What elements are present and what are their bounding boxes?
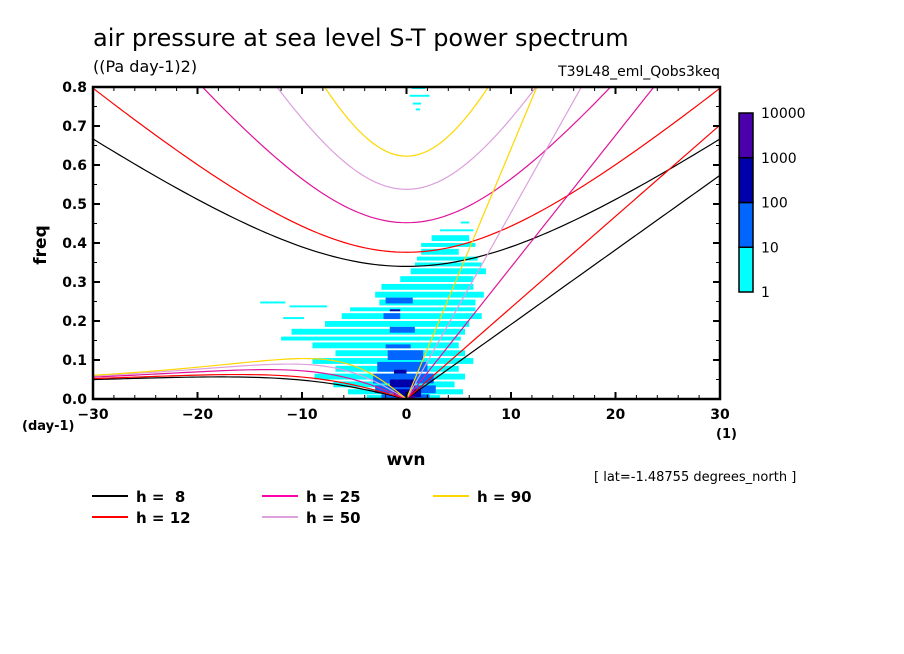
- spectrum-patch: [409, 94, 430, 97]
- chart-units: ((Pa day-1)2): [93, 57, 197, 76]
- ig-curve-h8: [93, 138, 720, 268]
- spectrum-patch: [389, 326, 415, 333]
- dispersion-curves: [93, 87, 720, 399]
- er-curve-h90: [93, 357, 407, 399]
- colorbar-label: 1000: [761, 151, 797, 167]
- colorbar: 1 10 100 1000 10000: [738, 106, 806, 301]
- ig-curve-h12: [93, 87, 720, 253]
- spectrum-patch: [289, 305, 328, 308]
- spectrum-patch: [400, 276, 474, 282]
- spectrum-patch: [281, 336, 461, 341]
- legend-label: h = 8: [136, 488, 185, 506]
- legend-label: h = 50: [306, 509, 361, 527]
- y-axis-units: (day-1): [22, 419, 74, 434]
- spectrum-patch: [439, 229, 474, 232]
- chart-title: air pressure at sea level S-T power spec…: [93, 24, 629, 52]
- er-curve-h50: [93, 363, 407, 399]
- colorbar-label: 100: [761, 196, 788, 212]
- spectrum-patch: [383, 313, 401, 320]
- legend-label: h = 12: [136, 509, 191, 527]
- spectrum-patch: [389, 379, 415, 388]
- er-curve-h8: [93, 376, 407, 399]
- spectrum-patch: [373, 373, 434, 384]
- spectrum-patch: [312, 358, 474, 364]
- y-tick-label: 0.0: [62, 392, 87, 408]
- spectrum-patch: [379, 299, 476, 306]
- ig-curve-h25: [201, 87, 612, 224]
- spectrum-patch: [291, 328, 466, 335]
- x-tick-label: 0: [402, 407, 412, 423]
- y-tick-label: 0.2: [62, 314, 87, 330]
- spectrum-patch: [387, 350, 424, 360]
- spectrum-patch: [393, 369, 407, 374]
- y-tick-label: 0.4: [62, 236, 87, 252]
- kelvin-curve-h90: [405, 87, 538, 399]
- axes: −30 −20 −10 0 10 20 30 0.0 0.1 0.2 0.3 0.4 0.5 0.6 0.7…: [62, 80, 730, 423]
- spectrum-patch: [421, 248, 459, 255]
- legend: h = 8 h = 12 h = 25 h = 50 h = 90: [92, 488, 532, 527]
- kelvin-curve-h25: [406, 87, 655, 399]
- spectrum-patch: [260, 301, 286, 304]
- colorbar-label: 10: [761, 240, 779, 256]
- x-tick-label: −10: [286, 407, 317, 423]
- spectrum-patch: [421, 243, 476, 247]
- spectrum-patches: [260, 87, 486, 399]
- spectrum-patch: [283, 317, 305, 320]
- colorbar-segment: [738, 246, 754, 293]
- spectrum-patch: [389, 309, 401, 312]
- colorbar-segment: [738, 157, 754, 204]
- spectrum-patch: [377, 361, 428, 372]
- kelvin-curve-h8: [406, 174, 720, 399]
- spectrum-patch: [375, 291, 484, 298]
- y-axis-label: freq: [31, 225, 51, 264]
- spectrum-patch: [410, 268, 486, 275]
- spectrum-patch: [385, 297, 413, 304]
- kelvin-curve-h50: [405, 87, 583, 399]
- spectrum-patch: [393, 389, 422, 398]
- y-tick-label: 0.8: [62, 80, 87, 96]
- spectrum-patch: [416, 256, 478, 261]
- er-curve-h25: [93, 369, 407, 399]
- colorbar-label: 10000: [761, 106, 806, 122]
- x-axis-units: (1): [716, 427, 737, 442]
- kelvin-curve-h12: [406, 124, 720, 399]
- er-curve-h12: [93, 373, 407, 399]
- spectrum-patch: [431, 235, 470, 242]
- x-tick-label: −20: [182, 407, 213, 423]
- y-tick-label: 0.1: [62, 353, 87, 369]
- x-tick-label: 20: [606, 407, 626, 423]
- y-tick-label: 0.3: [62, 275, 87, 291]
- lat-annotation: [ lat=-1.48755 degrees_north ]: [594, 470, 796, 485]
- y-tick-label: 0.6: [62, 158, 87, 174]
- ig-curve-h50: [276, 87, 537, 190]
- y-tick-label: 0.7: [62, 119, 87, 135]
- x-axis-label: wvn: [387, 450, 426, 470]
- colorbar-segment: [738, 112, 754, 159]
- spectrum-patch: [412, 102, 422, 105]
- colorbar-label: 1: [761, 285, 770, 301]
- colorbar-segment: [738, 201, 754, 248]
- x-tick-label: 30: [710, 407, 730, 423]
- x-tick-label: 10: [501, 407, 521, 423]
- spectrum-patch: [415, 108, 421, 111]
- spectrum-patch: [414, 262, 482, 267]
- spectrum-patch: [381, 283, 474, 290]
- spectrum-patch: [350, 307, 476, 312]
- legend-label: h = 25: [306, 488, 361, 506]
- spectrum-patch: [341, 313, 482, 320]
- y-tick-label: 0.5: [62, 197, 87, 213]
- spectrum-patch: [385, 344, 411, 349]
- legend-label: h = 90: [477, 488, 532, 506]
- ig-curve-h90: [323, 87, 490, 157]
- x-tick-label: −30: [77, 407, 108, 423]
- spectrum-patch: [324, 321, 470, 327]
- run-label: T39L48_eml_Qobs3keq: [557, 64, 720, 80]
- spectrum-patch: [460, 221, 470, 224]
